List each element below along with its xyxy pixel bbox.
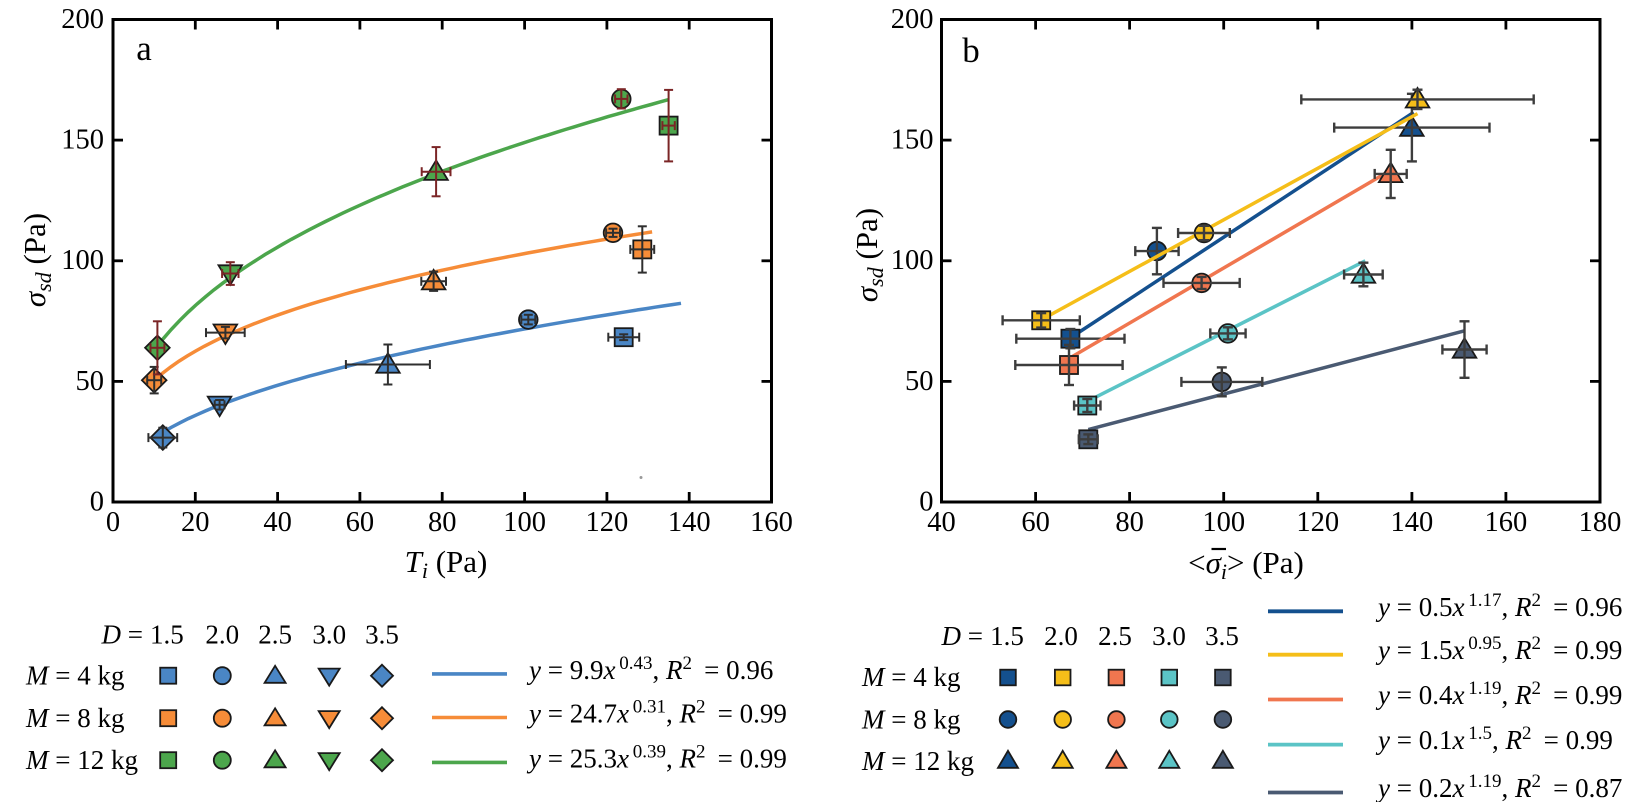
svg-text:Ti (Pa): Ti (Pa) (405, 544, 488, 583)
svg-text:M = 12 kg: M = 12 kg (861, 746, 974, 776)
svg-text:100: 100 (503, 507, 546, 538)
svg-text:150: 150 (61, 125, 104, 156)
svg-text:120: 120 (586, 507, 629, 538)
svg-text:200: 200 (61, 4, 104, 35)
svg-text:180: 180 (1579, 507, 1622, 538)
svg-text:50: 50 (76, 366, 105, 397)
svg-text:100: 100 (61, 245, 104, 276)
svg-text:140: 140 (1391, 507, 1434, 538)
svg-text:40: 40 (927, 507, 956, 538)
svg-text:60: 60 (346, 507, 375, 538)
svg-text:2.5: 2.5 (1098, 621, 1132, 651)
svg-text:0: 0 (919, 487, 933, 518)
svg-text:1.5: 1.5 (150, 620, 184, 650)
svg-text:0: 0 (90, 487, 104, 518)
svg-text:M = 8 kg: M = 8 kg (25, 703, 124, 733)
svg-text:150: 150 (891, 125, 934, 156)
svg-text:50: 50 (905, 366, 934, 397)
svg-text:160: 160 (1485, 507, 1528, 538)
svg-text:D =: D = (101, 620, 143, 650)
svg-text:120: 120 (1296, 507, 1339, 538)
svg-text:80: 80 (428, 507, 457, 538)
svg-text:<σi> (Pa): <σi> (Pa) (1188, 545, 1304, 584)
svg-text:40: 40 (263, 507, 292, 538)
svg-text:b: b (962, 31, 980, 70)
svg-text:a: a (136, 29, 152, 68)
svg-text:M = 12 kg: M = 12 kg (25, 745, 138, 775)
svg-text:y = 24.7x 0.31, R2 = 0.99: y = 24.7x 0.31, R2 = 0.99 (526, 697, 787, 729)
svg-text:20: 20 (181, 507, 210, 538)
svg-text:100: 100 (891, 245, 934, 276)
svg-text:3.5: 3.5 (1205, 621, 1239, 651)
svg-text:160: 160 (750, 507, 793, 538)
svg-text:y = 25.3x 0.39, R2 = 0.99: y = 25.3x 0.39, R2 = 0.99 (526, 741, 787, 773)
svg-text:3.0: 3.0 (1152, 621, 1186, 651)
svg-text:3.5: 3.5 (365, 620, 399, 650)
svg-text:140: 140 (668, 507, 711, 538)
svg-text:0: 0 (106, 507, 120, 538)
svg-text:y = 0.1x 1.5, R2 = 0.99: y = 0.1x 1.5, R2 = 0.99 (1375, 723, 1613, 755)
svg-text:M = 4 kg: M = 4 kg (861, 662, 960, 692)
svg-text:3.0: 3.0 (312, 620, 346, 650)
svg-text:σsd (Pa): σsd (Pa) (17, 213, 56, 307)
svg-text:y = 9.9x 0.43, R2 = 0.96: y = 9.9x 0.43, R2 = 0.96 (526, 653, 773, 685)
svg-text:1.5: 1.5 (990, 621, 1024, 651)
svg-text:M = 4 kg: M = 4 kg (25, 661, 124, 691)
svg-text:2.0: 2.0 (205, 620, 239, 650)
svg-text:2.5: 2.5 (258, 620, 292, 650)
svg-text:60: 60 (1021, 507, 1050, 538)
svg-text:D =: D = (941, 621, 983, 651)
svg-text:σsd (Pa): σsd (Pa) (849, 208, 888, 302)
svg-text:M = 8 kg: M = 8 kg (861, 705, 960, 735)
svg-text:200: 200 (891, 4, 934, 35)
svg-text:100: 100 (1202, 507, 1245, 538)
svg-text:2.0: 2.0 (1044, 621, 1078, 651)
svg-text:80: 80 (1115, 507, 1144, 538)
